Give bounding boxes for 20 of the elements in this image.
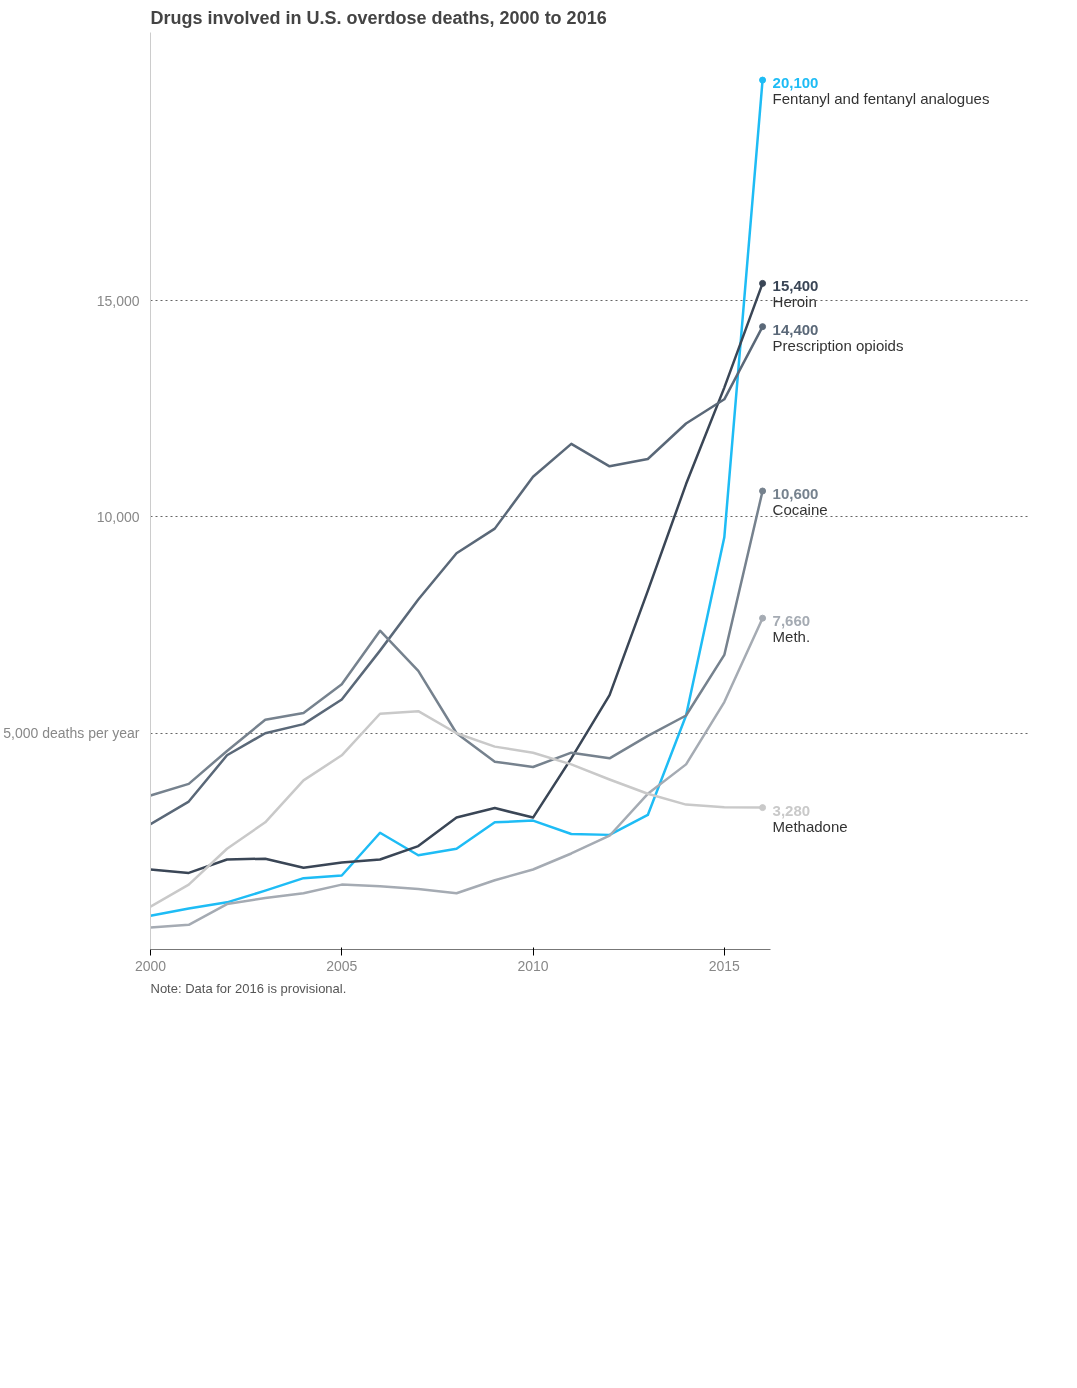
y-tick-label: 10,000 [96, 508, 140, 525]
x-tick-label: 2010 [517, 957, 549, 974]
series-label: Cocaine [772, 501, 828, 518]
series-label: Meth. [772, 628, 811, 646]
y-tick-label: 15,000 [96, 292, 140, 309]
data-label: 15,400 [772, 277, 819, 295]
x-tick-label: 2015 [708, 957, 741, 974]
x-tick-label: 2005 [326, 957, 358, 974]
data-label: 14,400 [772, 320, 819, 338]
data-label: 7,660 [772, 612, 811, 630]
series-label: Heroin [772, 293, 817, 311]
data-label: 10,600 [772, 485, 819, 502]
chart-title: Drugs involved in U.S. overdose deaths, 2000 to 2016 [150, 7, 607, 28]
x-tick-label: 2000 [134, 957, 167, 974]
series-label: Methadone [772, 817, 848, 835]
series-label: Fentanyl and fentanyl analogues [772, 90, 990, 108]
y-tick-label: 5,000 deaths per year [3, 725, 140, 742]
series-label: Prescription opioids [772, 336, 904, 354]
text: Note: Data for 2016 is provisional. [150, 980, 347, 996]
data-label: 20,100 [772, 74, 819, 92]
